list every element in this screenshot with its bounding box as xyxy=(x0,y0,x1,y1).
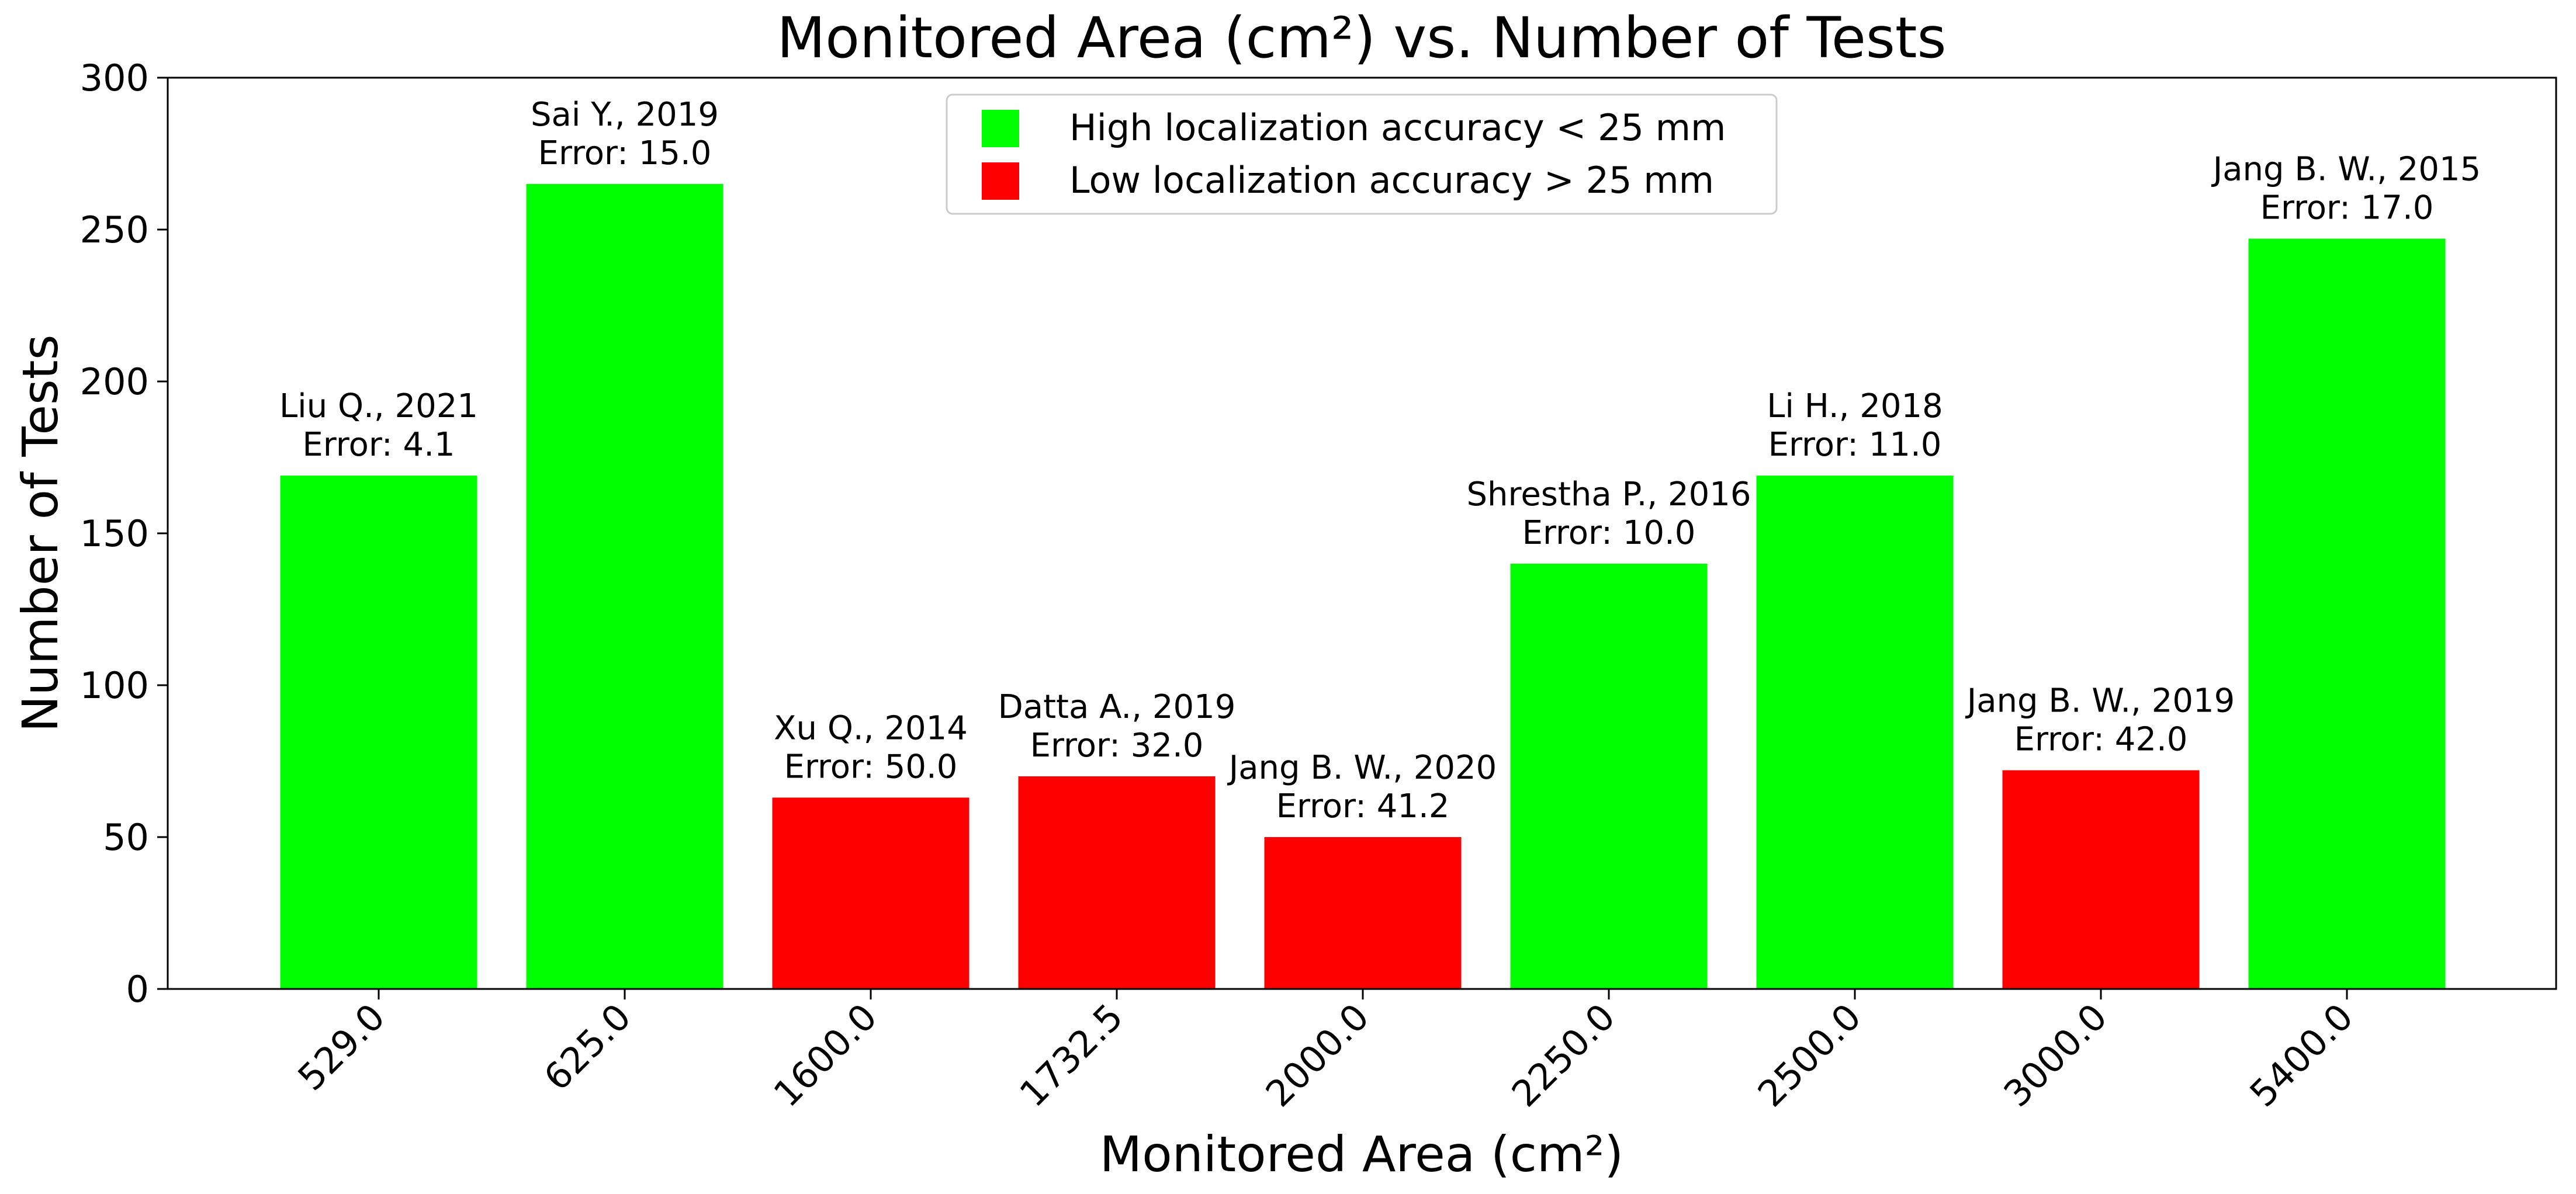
bar xyxy=(1264,837,1462,989)
x-tick-label: 1732.5 xyxy=(1012,995,1131,1115)
bar-label-author: Sai Y., 2019 xyxy=(531,96,719,134)
bar-label-author: Jang B. W., 2015 xyxy=(2211,151,2481,189)
bar-label-error: Error: 50.0 xyxy=(784,748,958,786)
x-tick-label: 2000.0 xyxy=(1258,995,1377,1115)
bar-label-author: Xu Q., 2014 xyxy=(774,709,968,747)
bar-label-error: Error: 4.1 xyxy=(302,426,455,464)
bar-label-error: Error: 41.2 xyxy=(1276,787,1450,825)
bar-label-author: Datta A., 2019 xyxy=(998,688,1236,726)
x-tick-label: 1600.0 xyxy=(766,995,885,1115)
y-tick-label: 250 xyxy=(80,209,149,251)
bar-label-error: Error: 15.0 xyxy=(538,134,712,172)
x-tick-label: 3000.0 xyxy=(1996,995,2115,1115)
bar xyxy=(1018,776,1216,989)
x-tick-label: 529.0 xyxy=(289,995,393,1099)
y-tick-label: 100 xyxy=(80,664,149,707)
legend-box xyxy=(946,93,1778,215)
bars-layer xyxy=(280,184,2446,990)
y-axis-label: Number of Tests xyxy=(12,335,69,733)
bar-label-author: Liu Q., 2021 xyxy=(279,387,478,425)
legend-label: Low localization accuracy > 25 mm xyxy=(1069,159,1714,202)
x-axis-label: Monitored Area (cm²) xyxy=(1100,1126,1623,1183)
bar xyxy=(280,475,477,989)
y-tick-label: 0 xyxy=(126,968,149,1011)
x-tick-label: 2250.0 xyxy=(1504,995,1623,1115)
bar-label-author: Li H., 2018 xyxy=(1767,387,1943,425)
bar-label-author: Jang B. W., 2020 xyxy=(1227,749,1497,787)
y-axis: 0 50 100 150 200 250 300 xyxy=(80,57,168,1011)
x-tick-label: 625.0 xyxy=(535,995,639,1099)
bar-label-error: Error: 11.0 xyxy=(1768,426,1942,464)
x-tick-label: 2500.0 xyxy=(1750,995,1869,1115)
bar-label-author: Shrestha P., 2016 xyxy=(1467,475,1751,513)
bar-label-error: Error: 32.0 xyxy=(1030,727,1204,765)
bar xyxy=(2248,238,2446,990)
bar xyxy=(1510,564,1708,989)
y-tick-label: 200 xyxy=(80,360,149,403)
x-axis: 529.0 625.0 1600.0 1732.5 2000.0 2250.0 2500.0… xyxy=(289,989,2362,1115)
legend: High localization accuracy < 25 mm Low lo… xyxy=(946,93,1778,215)
bar xyxy=(526,184,723,989)
y-tick-label: 300 xyxy=(80,57,149,99)
chart-title: Monitored Area (cm²) vs. Number of Tests xyxy=(777,5,1946,71)
bar xyxy=(1756,475,1954,989)
legend-swatch xyxy=(982,110,1019,147)
x-tick-label: 5400.0 xyxy=(2242,995,2362,1115)
bar-label-error: Error: 42.0 xyxy=(2014,721,2188,759)
bar xyxy=(2002,770,2200,989)
bar-label-error: Error: 17.0 xyxy=(2260,189,2434,227)
y-tick-label: 150 xyxy=(80,512,149,555)
bar xyxy=(772,797,970,989)
y-tick-label: 50 xyxy=(103,816,149,859)
bar-label-author: Jang B. W., 2019 xyxy=(1965,682,2235,720)
legend-label: High localization accuracy < 25 mm xyxy=(1069,106,1726,149)
bar-label-error: Error: 10.0 xyxy=(1522,514,1696,552)
legend-swatch xyxy=(982,162,1019,200)
